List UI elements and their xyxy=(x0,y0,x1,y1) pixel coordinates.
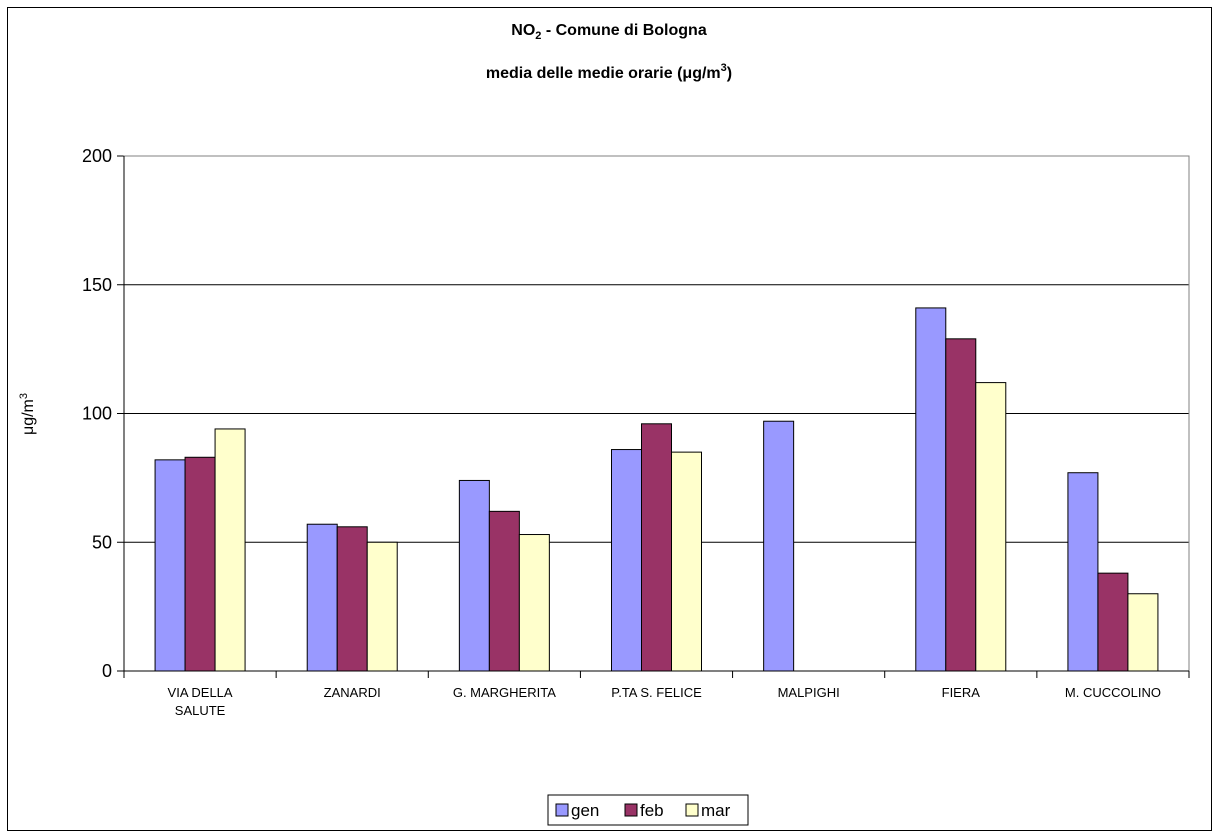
axes xyxy=(117,155,1190,678)
bar-mar xyxy=(366,541,398,672)
bar-mar xyxy=(1127,593,1159,672)
x-category-label: MALPIGHI xyxy=(778,685,840,700)
x-category-label: G. MARGHERITA xyxy=(453,685,556,700)
legend-swatch-mar xyxy=(685,803,699,817)
x-category-label: SALUTE xyxy=(175,703,226,718)
y-tick-label: 200 xyxy=(82,146,112,166)
y-tick-label: 100 xyxy=(82,404,112,424)
legend-label-mar: mar xyxy=(701,801,731,820)
bar-gen xyxy=(458,479,490,672)
y-tick-label: 150 xyxy=(82,275,112,295)
bar-mar xyxy=(671,451,702,672)
chart-frame xyxy=(7,7,1212,831)
legend-label-gen: gen xyxy=(571,801,599,820)
bar-feb xyxy=(641,423,672,672)
bar-feb xyxy=(488,510,520,672)
bar-feb xyxy=(336,526,368,672)
bar-gen xyxy=(1067,472,1099,672)
x-category-label: ZANARDI xyxy=(324,685,381,700)
bar-mar xyxy=(214,428,246,672)
chart-title-line1: NO2 - Comune di Bologna xyxy=(511,22,707,42)
y-tick-labels: 0 50 100 150 200 xyxy=(82,146,112,681)
x-category-label: VIA DELLA xyxy=(168,685,233,700)
x-category-label: M. CUCCOLINO xyxy=(1065,685,1161,700)
y-axis-title: μg/m3 xyxy=(18,393,37,435)
x-category-label: FIERA xyxy=(942,685,981,700)
legend-label-feb: feb xyxy=(640,801,664,820)
bar-mar xyxy=(518,534,550,672)
bars xyxy=(154,307,1159,672)
bar-gen xyxy=(154,459,186,672)
bar-feb xyxy=(184,456,216,672)
legend: gen feb mar xyxy=(547,794,749,826)
y-tick-label: 50 xyxy=(92,532,112,552)
chart-title-line2: media delle medie orarie (μg/m3) xyxy=(486,62,732,82)
bar-gen xyxy=(763,420,795,672)
bar-feb xyxy=(1097,572,1129,672)
legend-box xyxy=(547,794,749,826)
legend-swatch-gen xyxy=(555,803,569,817)
x-category-labels: VIA DELLA SALUTE ZANARDI G. MARGHERITA P.TA … xyxy=(168,685,1161,718)
bar-mar xyxy=(975,382,1007,672)
legend-swatch-feb xyxy=(624,803,638,817)
y-tick-label: 0 xyxy=(102,661,112,681)
bar-feb xyxy=(945,338,977,672)
bar-gen xyxy=(306,523,338,672)
bar-gen xyxy=(611,449,642,672)
x-category-label: P.TA S. FELICE xyxy=(611,685,702,700)
bar-gen xyxy=(915,307,947,672)
